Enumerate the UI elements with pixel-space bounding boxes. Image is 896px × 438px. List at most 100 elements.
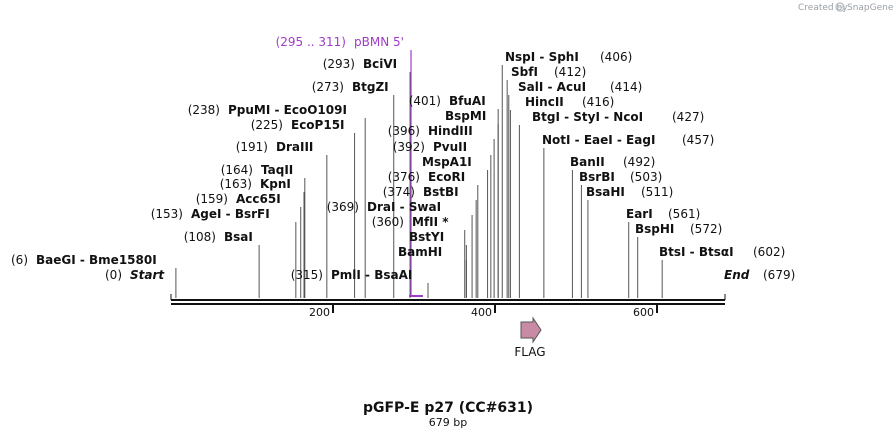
primer-pbmn5[interactable]: (295 .. 311) pBMN 5' bbox=[276, 35, 423, 297]
site-bsrbi[interactable]: BsrBI (503) bbox=[579, 170, 662, 184]
site-pos: (392) bbox=[393, 140, 425, 154]
primer-range: (295 .. 311) bbox=[276, 35, 346, 49]
site-name: KpnI bbox=[260, 177, 291, 191]
site-pos: (561) bbox=[668, 207, 700, 221]
primer-name: pBMN 5' bbox=[354, 35, 404, 49]
site-bspmi[interactable]: BspMI bbox=[445, 109, 486, 123]
site-name: AgeI - BsrFI bbox=[191, 207, 270, 221]
site-name: PvuII bbox=[433, 140, 467, 154]
site-sali[interactable]: SalI - AcuI (414) bbox=[518, 80, 642, 94]
site-name: BsaI bbox=[224, 230, 253, 244]
site-name: BaeGI - Bme1580I bbox=[36, 253, 157, 267]
site-pos: (492) bbox=[623, 155, 655, 169]
site-pos: (153) bbox=[151, 207, 183, 221]
created-by-text: Created by bbox=[798, 3, 848, 13]
site-bsphi[interactable]: BspHI (572) bbox=[635, 222, 722, 236]
site-bsahi[interactable]: BsaHI (511) bbox=[586, 185, 673, 199]
site-name: BstBI bbox=[423, 185, 459, 199]
site-pos: (412) bbox=[554, 65, 586, 79]
tick-200: 200 bbox=[309, 305, 334, 319]
flag-arrow-icon[interactable] bbox=[520, 316, 542, 344]
snapgene-brand: Created by SnapGene bbox=[798, 2, 894, 13]
site-name: SbfI bbox=[511, 65, 538, 79]
site-ecop15i[interactable]: (225) EcoP15I bbox=[251, 118, 345, 132]
site-pos: (457) bbox=[682, 133, 714, 147]
site-bsai[interactable]: (108) BsaI bbox=[184, 230, 253, 244]
site-name: BamHI bbox=[398, 245, 442, 259]
site-baegi[interactable]: (6) BaeGI - Bme1580I bbox=[11, 253, 157, 267]
site-name: MfII * bbox=[412, 215, 449, 229]
snapgene-name-text: SnapGene bbox=[847, 3, 894, 13]
site-name: NspI - SphI bbox=[505, 50, 579, 64]
site-name: SalI - AcuI bbox=[518, 80, 586, 94]
site-noti[interactable]: NotI - EaeI - EagI (457) bbox=[542, 133, 714, 147]
site-hincii[interactable]: HincII (416) bbox=[525, 95, 614, 109]
site-pos: (503) bbox=[630, 170, 662, 184]
site-hindiii[interactable]: (396) HindIII bbox=[388, 124, 473, 138]
site-drai[interactable]: (369) DraI - SwaI bbox=[327, 200, 441, 214]
tick-label-600: 600 bbox=[633, 306, 654, 319]
site-sbfi[interactable]: SbfI (412) bbox=[511, 65, 586, 79]
site-name: BstYI bbox=[409, 230, 444, 244]
site-pos: (602) bbox=[753, 245, 785, 259]
snapgene-logo-icon bbox=[835, 2, 845, 12]
site-pos: (108) bbox=[184, 230, 216, 244]
map-title: pGFP-E p27 (CC#631) bbox=[363, 400, 533, 416]
site-pos: (6) bbox=[11, 253, 28, 267]
end-label: End bbox=[724, 268, 750, 282]
site-pos: (159) bbox=[196, 192, 228, 206]
site-pos: (163) bbox=[220, 177, 252, 191]
site-name: NotI - EaeI - EagI bbox=[542, 133, 655, 147]
site-pvuii[interactable]: (392) PvuII bbox=[393, 140, 467, 154]
site-pos: (572) bbox=[690, 222, 722, 236]
site-name: TaqII bbox=[261, 163, 293, 177]
site-bfuai[interactable]: (401) BfuAI bbox=[409, 94, 486, 108]
site-pos: (273) bbox=[312, 80, 344, 94]
site-eari[interactable]: EarI (561) bbox=[626, 207, 700, 221]
site-banii[interactable]: BanII (492) bbox=[570, 155, 655, 169]
site-pos: (406) bbox=[600, 50, 632, 64]
feature-flag[interactable]: FLAG bbox=[514, 316, 546, 359]
site-name: Acc65I bbox=[236, 192, 281, 206]
site-bamhi[interactable]: BamHI bbox=[398, 245, 442, 259]
site-name: MspA1I bbox=[422, 155, 472, 169]
site-ecori[interactable]: (376) EcoRI bbox=[388, 170, 466, 184]
site-pos: (315) bbox=[291, 268, 323, 282]
site-taqii[interactable]: (164) TaqII bbox=[221, 163, 294, 177]
site-agei[interactable]: (153) AgeI - BsrFI bbox=[151, 207, 270, 221]
site-pos: (376) bbox=[388, 170, 420, 184]
site-pos: (414) bbox=[610, 80, 642, 94]
site-name: PmlI - BsaAI bbox=[331, 268, 412, 282]
site-btgzi[interactable]: (273) BtgZI bbox=[312, 80, 389, 94]
site-pmli[interactable]: (315) PmlI - BsaAI bbox=[291, 268, 413, 282]
site-mfii[interactable]: (360) MfII * bbox=[372, 215, 450, 229]
site-name: EcoRI bbox=[428, 170, 465, 184]
site-acc65i[interactable]: (159) Acc65I bbox=[196, 192, 281, 206]
site-draiii[interactable]: (191) DraIII bbox=[236, 140, 314, 154]
site-kpni[interactable]: (163) KpnI bbox=[220, 177, 291, 191]
tick-label-400: 400 bbox=[471, 306, 492, 319]
site-name: EcoP15I bbox=[291, 118, 345, 132]
site-bcivi[interactable]: (293) BciVI bbox=[323, 57, 397, 71]
site-pos: (416) bbox=[582, 95, 614, 109]
site-name: BsrBI bbox=[579, 170, 615, 184]
site-pos: (396) bbox=[388, 124, 420, 138]
site-btgi[interactable]: BtgI - StyI - NcoI (427) bbox=[532, 110, 704, 124]
site-pos: (225) bbox=[251, 118, 283, 132]
site-name: BtsI - BtsαI bbox=[659, 245, 734, 259]
site-nspi[interactable]: NspI - SphI (406) bbox=[505, 50, 632, 64]
site-btsi[interactable]: BtsI - BtsαI (602) bbox=[659, 245, 785, 259]
site-pos: (360) bbox=[372, 215, 404, 229]
site-ppumi[interactable]: (238) PpuMI - EcoO109I bbox=[188, 103, 347, 117]
start-label: Start bbox=[130, 268, 165, 282]
site-bstbi[interactable]: (374) BstBI bbox=[383, 185, 459, 199]
end-terminus: End (679) bbox=[724, 268, 795, 282]
site-bstyi[interactable]: BstYI bbox=[409, 230, 444, 244]
sequence-backbone bbox=[170, 294, 726, 305]
site-mspa1i[interactable]: MspA1I bbox=[422, 155, 472, 169]
tick-400: 400 bbox=[471, 305, 496, 319]
ruler-ticks: 200 400 600 bbox=[309, 305, 658, 319]
site-name: BtgZI bbox=[352, 80, 389, 94]
site-name: BanII bbox=[570, 155, 605, 169]
